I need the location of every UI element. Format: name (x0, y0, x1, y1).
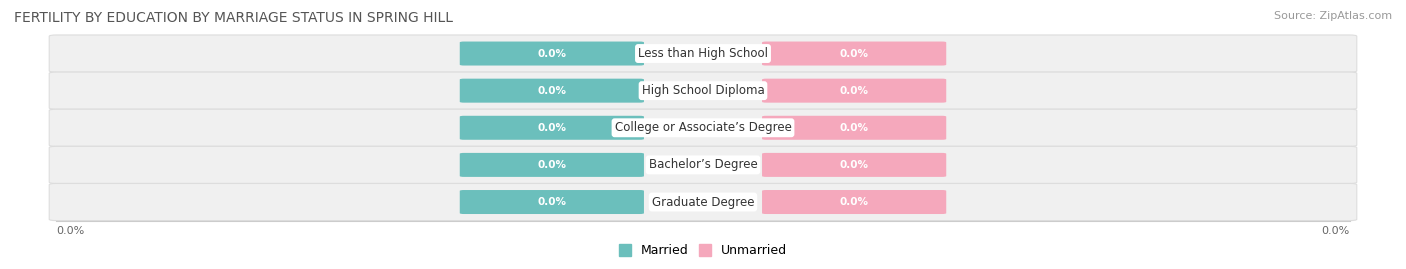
Text: 0.0%: 0.0% (537, 48, 567, 59)
Text: Graduate Degree: Graduate Degree (652, 196, 754, 208)
Text: 0.0%: 0.0% (839, 197, 869, 207)
FancyBboxPatch shape (762, 41, 946, 66)
Legend: Married, Unmarried: Married, Unmarried (619, 244, 787, 257)
Text: High School Diploma: High School Diploma (641, 84, 765, 97)
FancyBboxPatch shape (49, 146, 1357, 183)
Text: FERTILITY BY EDUCATION BY MARRIAGE STATUS IN SPRING HILL: FERTILITY BY EDUCATION BY MARRIAGE STATU… (14, 11, 453, 25)
FancyBboxPatch shape (49, 183, 1357, 221)
Text: 0.0%: 0.0% (537, 197, 567, 207)
Text: Source: ZipAtlas.com: Source: ZipAtlas.com (1274, 11, 1392, 21)
FancyBboxPatch shape (762, 153, 946, 177)
Text: 0.0%: 0.0% (839, 48, 869, 59)
FancyBboxPatch shape (49, 109, 1357, 146)
Text: 0.0%: 0.0% (839, 123, 869, 133)
Text: 0.0%: 0.0% (537, 123, 567, 133)
FancyBboxPatch shape (460, 79, 644, 103)
Text: 0.0%: 0.0% (839, 160, 869, 170)
FancyBboxPatch shape (762, 79, 946, 103)
Text: 0.0%: 0.0% (1322, 226, 1350, 236)
Text: College or Associate’s Degree: College or Associate’s Degree (614, 121, 792, 134)
FancyBboxPatch shape (49, 35, 1357, 72)
Text: 0.0%: 0.0% (537, 160, 567, 170)
FancyBboxPatch shape (460, 41, 644, 66)
Text: 0.0%: 0.0% (56, 226, 84, 236)
FancyBboxPatch shape (762, 116, 946, 140)
Text: Bachelor’s Degree: Bachelor’s Degree (648, 158, 758, 171)
Text: 0.0%: 0.0% (537, 86, 567, 96)
Text: Less than High School: Less than High School (638, 47, 768, 60)
FancyBboxPatch shape (460, 116, 644, 140)
Text: 0.0%: 0.0% (839, 86, 869, 96)
FancyBboxPatch shape (460, 153, 644, 177)
FancyBboxPatch shape (762, 190, 946, 214)
FancyBboxPatch shape (49, 72, 1357, 109)
FancyBboxPatch shape (460, 190, 644, 214)
